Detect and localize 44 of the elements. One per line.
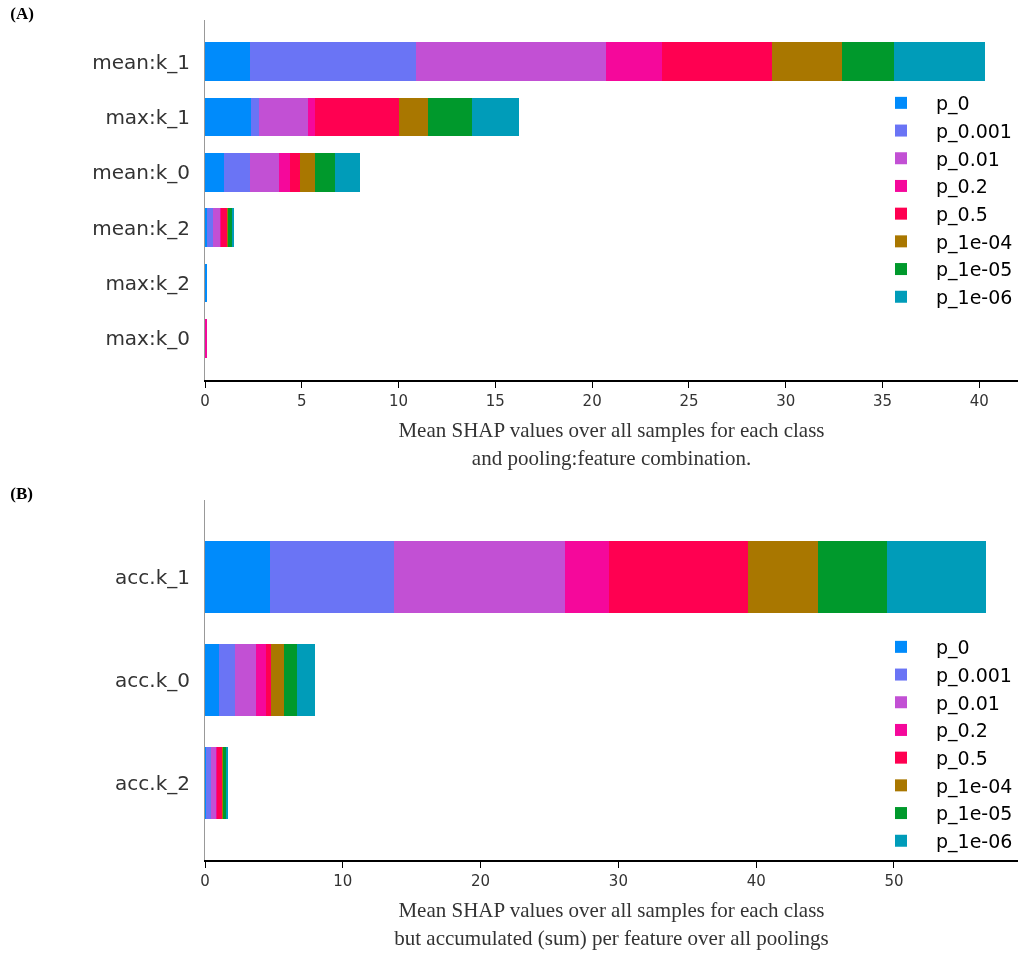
legend-label: p_1e-05 bbox=[936, 258, 1013, 282]
legend-label: p_1e-05 bbox=[936, 802, 1013, 826]
y-tick-label: mean:k_2 bbox=[92, 215, 190, 240]
legend-label: p_1e-04 bbox=[936, 230, 1013, 254]
legend-label: p_0.2 bbox=[936, 175, 988, 199]
y-tick-label: mean:k_0 bbox=[92, 160, 190, 185]
y-tick-label: max:k_1 bbox=[105, 104, 190, 129]
x-axis-title: Mean SHAP values over all samples for each class and pooling:feature combination. bbox=[398, 418, 825, 470]
legend-label: p_1e-06 bbox=[936, 830, 1013, 854]
x-tick-label: 10 bbox=[333, 871, 353, 890]
y-tick-label: acc.k_1 bbox=[115, 565, 190, 590]
x-tick-label: 50 bbox=[884, 871, 904, 890]
legend-label: p_0.01 bbox=[936, 691, 1000, 715]
legend-label: p_0.01 bbox=[936, 147, 1000, 171]
x-tick-label: 5 bbox=[297, 391, 307, 410]
x-axis-title: Mean SHAP values over all samples for each class but accumulated (sum) per feature over all poolings bbox=[394, 898, 829, 950]
legend-label: p_1e-04 bbox=[936, 774, 1013, 798]
x-tick-label: 15 bbox=[485, 391, 505, 410]
x-tick-label: 30 bbox=[608, 871, 628, 890]
x-tick-label: 10 bbox=[389, 391, 409, 410]
legend-label: p_0.2 bbox=[936, 719, 988, 743]
y-tick-label: mean:k_1 bbox=[92, 49, 190, 74]
x-tick-label: 0 bbox=[200, 871, 210, 890]
x-tick-label: 20 bbox=[582, 391, 602, 410]
text: (B) bbox=[10, 484, 33, 504]
y-tick-label: max:k_2 bbox=[105, 271, 190, 296]
y-tick-label: max:k_0 bbox=[105, 326, 190, 351]
x-tick-label: 0 bbox=[200, 391, 210, 410]
legend-label: p_1e-06 bbox=[936, 286, 1013, 310]
legend-label: p_0.5 bbox=[936, 203, 988, 227]
x-tick-label: 20 bbox=[471, 871, 491, 890]
y-tick-label: acc.k_2 bbox=[115, 770, 190, 795]
legend-label: p_0 bbox=[936, 636, 970, 660]
legend-label: p_0.001 bbox=[936, 119, 1012, 143]
x-tick-label: 35 bbox=[872, 391, 893, 410]
y-tick-label: acc.k_0 bbox=[115, 668, 190, 692]
text: (A) bbox=[10, 4, 34, 24]
x-tick-label: 25 bbox=[679, 391, 699, 410]
x-tick-label: 40 bbox=[746, 871, 766, 890]
x-tick-label: 30 bbox=[776, 391, 796, 410]
legend-label: p_0.001 bbox=[936, 663, 1012, 687]
legend-label: p_0 bbox=[936, 92, 970, 116]
legend-label: p_0.5 bbox=[936, 747, 988, 771]
x-tick-label: 40 bbox=[969, 391, 989, 410]
